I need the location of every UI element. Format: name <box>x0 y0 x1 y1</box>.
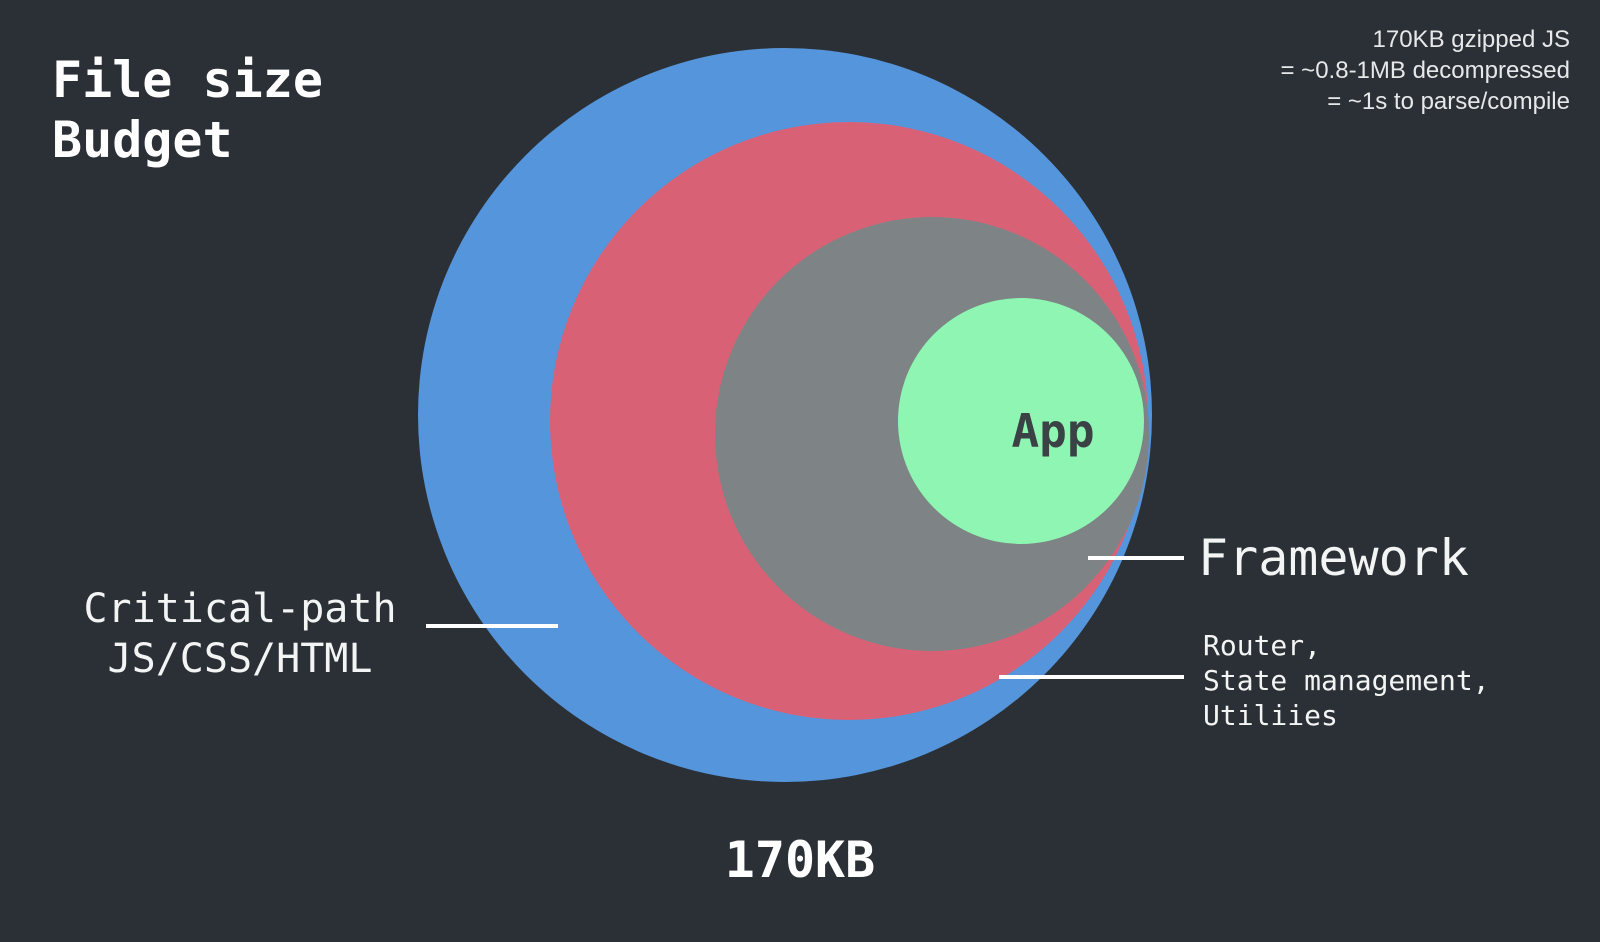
page-title: File size Budget <box>52 50 323 170</box>
critical-path-line-2: JS/CSS/HTML <box>107 636 373 682</box>
router-line-1: Router, <box>1203 629 1322 662</box>
title-line-1: File size <box>52 51 323 109</box>
app-circle <box>898 298 1144 544</box>
total-size-label: 170KB <box>724 831 876 889</box>
critical-path-label: Critical-path JS/CSS/HTML <box>60 584 420 684</box>
router-label: Router, State management, Utiliies <box>1203 628 1490 733</box>
app-label: App <box>1011 404 1095 458</box>
framework-label: Framework <box>1198 529 1469 587</box>
note-line-1: 170KB gzipped JS <box>1372 26 1570 53</box>
note-line-3: = ~1s to parse/compile <box>1327 88 1570 115</box>
router-line-3: Utiliies <box>1203 699 1338 732</box>
critical-path-line-1: Critical-path <box>83 586 397 632</box>
title-line-2: Budget <box>52 111 233 169</box>
size-note: 170KB gzipped JS = ~0.8-1MB decompressed… <box>1281 24 1571 117</box>
note-line-2: = ~0.8-1MB decompressed <box>1280 57 1571 84</box>
router-line-2: State management, <box>1203 664 1490 697</box>
